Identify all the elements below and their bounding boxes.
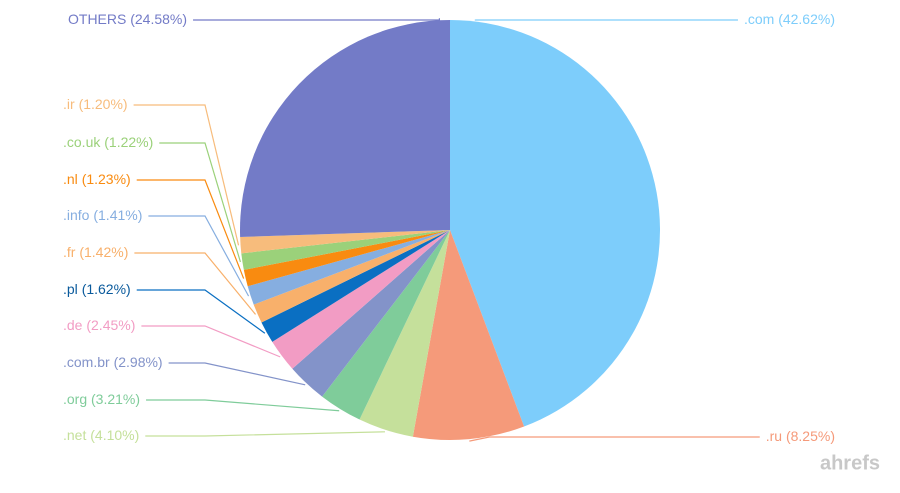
category-name: .co.uk	[63, 134, 101, 150]
value-label: (1.23%)	[82, 171, 131, 187]
value-label: (3.21%)	[91, 391, 140, 407]
value-label: (2.98%)	[114, 354, 163, 370]
value-label: (2.45%)	[86, 317, 135, 333]
leader-line	[148, 216, 248, 296]
slice-label: .org (3.21%)	[63, 391, 140, 407]
slice-label: .de (2.45%)	[63, 317, 135, 333]
leader-line	[137, 180, 244, 279]
category-name: .ir	[63, 96, 75, 112]
value-label: (42.62%)	[778, 11, 835, 27]
slice-label: .fr (1.42%)	[63, 244, 128, 260]
slice-label: .nl (1.23%)	[63, 171, 131, 187]
slice-label: .com.br (2.98%)	[63, 354, 163, 370]
value-label: (8.25%)	[786, 428, 835, 444]
watermark: ahrefs	[820, 452, 880, 474]
slice-label: OTHERS (24.58%)	[68, 11, 187, 27]
category-name: .info	[63, 207, 90, 223]
leader-line	[469, 437, 759, 441]
category-name: .de	[63, 317, 83, 333]
slice-label: .com (42.62%)	[744, 11, 835, 27]
value-label: (4.10%)	[90, 427, 139, 443]
value-label: (1.22%)	[104, 134, 153, 150]
slice-label: .ir (1.20%)	[63, 96, 128, 112]
pie-slice	[240, 20, 450, 237]
category-name: .com	[744, 11, 774, 27]
leader-line	[169, 363, 306, 385]
leader-line	[145, 432, 385, 436]
category-name: .com.br	[63, 354, 110, 370]
slice-label: .co.uk (1.22%)	[63, 134, 153, 150]
category-name: .net	[63, 427, 86, 443]
value-label: (1.41%)	[93, 207, 142, 223]
slice-label: .pl (1.62%)	[63, 281, 131, 297]
category-name: OTHERS	[68, 11, 126, 27]
category-name: .nl	[63, 171, 78, 187]
leader-line	[141, 326, 280, 357]
slice-label: .net (4.10%)	[63, 427, 139, 443]
value-label: (1.42%)	[79, 244, 128, 260]
category-name: .ru	[766, 428, 782, 444]
category-name: .fr	[63, 244, 76, 260]
value-label: (1.62%)	[82, 281, 131, 297]
category-name: .org	[63, 391, 87, 407]
leader-line	[193, 18, 439, 20]
leader-line	[137, 290, 265, 333]
leader-line	[146, 400, 339, 411]
slice-label: .ru (8.25%)	[766, 428, 835, 444]
value-label: (1.20%)	[79, 96, 128, 112]
slice-label: .info (1.41%)	[63, 207, 142, 223]
category-name: .pl	[63, 281, 78, 297]
value-label: (24.58%)	[130, 11, 187, 27]
